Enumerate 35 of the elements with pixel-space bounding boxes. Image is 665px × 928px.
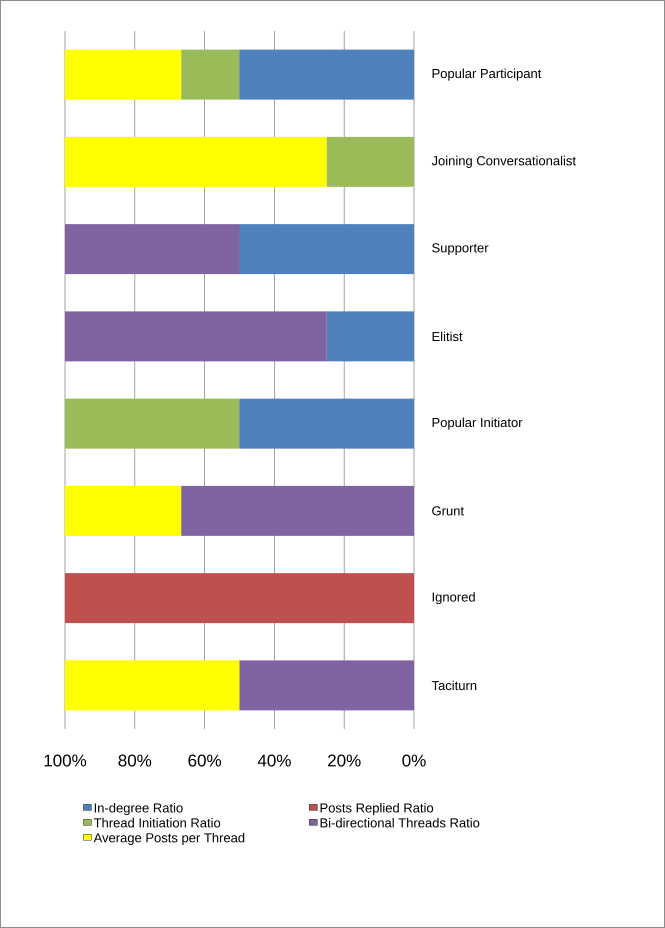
legend-label: In-degree Ratio	[94, 803, 183, 816]
bar	[64, 398, 240, 449]
bar	[64, 224, 240, 274]
x-tick-label: 20%	[328, 754, 361, 767]
bar	[64, 573, 414, 624]
legend-label: Thread Initiation Ratio	[94, 818, 220, 828]
bar	[239, 50, 414, 100]
y-tick-label: Elitist	[432, 332, 462, 342]
y-tick-label: Taciturn	[432, 680, 476, 690]
bar	[239, 660, 414, 710]
bar	[239, 224, 414, 274]
y-tick-label: Ignored	[432, 592, 475, 604]
y-tick-label: Supporter	[432, 243, 488, 256]
x-tick-label: 60%	[188, 754, 221, 767]
bar	[239, 398, 414, 449]
bar	[326, 311, 414, 362]
legend-label: Posts Replied Ratio	[320, 803, 434, 816]
bar	[64, 136, 327, 187]
bar	[64, 660, 240, 710]
legend-label: Average Posts per Thread	[94, 832, 244, 845]
x-tick-label: 0%	[402, 754, 426, 767]
x-tick-label: 40%	[258, 754, 291, 767]
bar	[64, 50, 182, 100]
bar	[64, 311, 327, 362]
bar	[326, 136, 414, 187]
y-tick-label: Joining Conversationalist	[432, 156, 576, 168]
bar	[181, 486, 414, 536]
y-tick-label: Grunt	[432, 506, 464, 516]
x-tick-label: 80%	[118, 754, 152, 767]
bar	[64, 486, 182, 536]
bar	[181, 50, 240, 100]
y-tick-label: Popular Participant	[432, 68, 542, 81]
x-tick-label: 100%	[44, 754, 86, 767]
y-tick-label: Popular Initiator	[432, 418, 522, 430]
legend-label: Bi-directional Threads Ratio	[320, 818, 480, 828]
